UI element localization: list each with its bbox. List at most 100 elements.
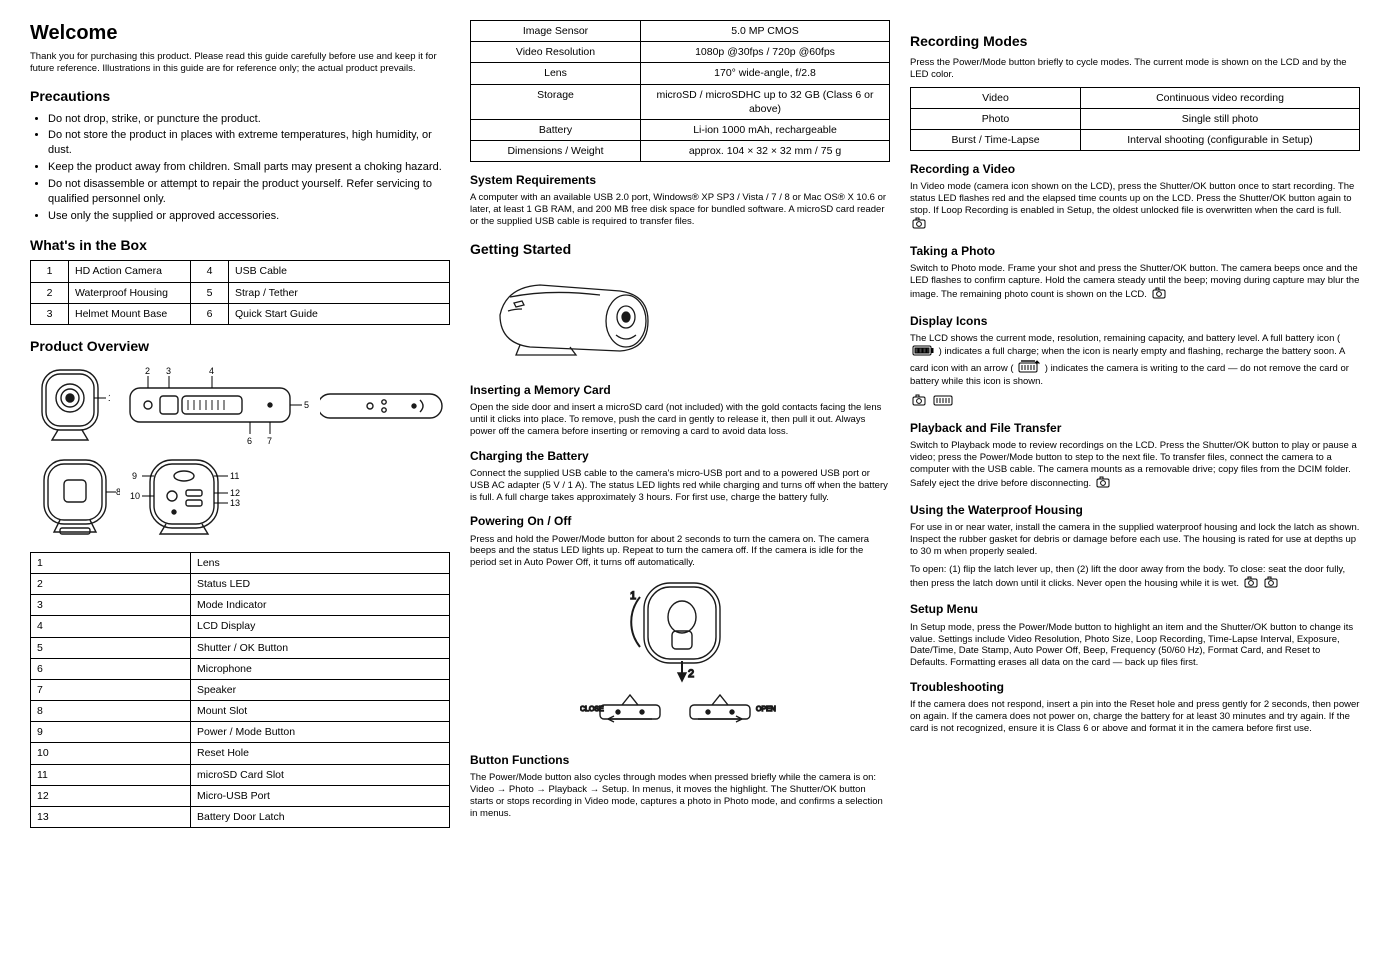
table-row: 4LCD Display <box>31 616 450 637</box>
modes-intro: Press the Power/Mode button briefly to c… <box>910 57 1360 81</box>
table-row: 5Shutter / OK Button <box>31 637 450 658</box>
svg-text:10: 10 <box>130 491 140 501</box>
card-write-icon <box>1018 360 1040 377</box>
button-text: The Power/Mode button also cycles throug… <box>470 772 890 820</box>
camera-icon <box>912 217 926 233</box>
precaution-item: Keep the product away from children. Sma… <box>48 160 450 175</box>
diagram-port-view: 9 10 11 12 13 <box>130 458 250 542</box>
svg-text:6: 6 <box>247 436 252 446</box>
title: Welcome <box>30 20 450 47</box>
table-row: 11microSD Card Slot <box>31 764 450 785</box>
parts-table: 1Lens 2Status LED 3Mode Indicator 4LCD D… <box>30 552 450 828</box>
power-text: Press and hold the Power/Mode button for… <box>470 534 890 570</box>
trouble-heading: Troubleshooting <box>910 679 1360 695</box>
box-contents-table: 1 HD Action Camera 4 USB Cable 2 Waterpr… <box>30 260 450 325</box>
modes-heading: Recording Modes <box>910 32 1360 51</box>
overview-heading: Product Overview <box>30 337 450 356</box>
svg-text:5: 5 <box>304 400 309 410</box>
spec-table: Image Sensor5.0 MP CMOS Video Resolution… <box>470 20 890 162</box>
charging-text: Connect the supplied USB cable to the ca… <box>470 468 890 504</box>
table-row: 10Reset Hole <box>31 743 450 764</box>
icons-text: The LCD shows the current mode, resoluti… <box>910 333 1360 389</box>
photo-text: Switch to Photo mode. Frame your shot an… <box>910 263 1360 303</box>
button-heading: Button Functions <box>470 752 890 768</box>
svg-text:8: 8 <box>116 487 120 497</box>
table-row: 3 Helmet Mount Base 6 Quick Start Guide <box>31 303 450 324</box>
playback-text: Switch to Playback mode to review record… <box>910 440 1360 492</box>
latch-illustration: 1 2 CLOSE <box>470 577 890 742</box>
setup-text: In Setup mode, press the Power/Mode butt… <box>910 622 1360 670</box>
diagram-top-view: 2 3 4 5 6 7 <box>120 364 310 448</box>
table-row: Burst / Time-LapseInterval shooting (con… <box>911 129 1360 150</box>
precaution-item: Do not drop, strike, or puncture the pro… <box>48 112 450 127</box>
table-row: 13Battery Door Latch <box>31 806 450 827</box>
camera-icon <box>912 394 926 410</box>
sys-req-text: A computer with an available USB 2.0 por… <box>470 192 890 228</box>
svg-text:2: 2 <box>688 668 694 680</box>
table-row: 1Lens <box>31 552 450 573</box>
svg-text:1: 1 <box>108 393 110 403</box>
table-row: 12Micro-USB Port <box>31 785 450 806</box>
camera-icon <box>1244 576 1258 592</box>
table-row: 8Mount Slot <box>31 701 450 722</box>
table-row: VideoContinuous video recording <box>911 87 1360 108</box>
diagram-side-view <box>320 364 450 448</box>
getting-started-heading: Getting Started <box>470 240 890 259</box>
product-diagram: 1 2 3 4 <box>30 364 450 542</box>
svg-text:12: 12 <box>230 488 240 498</box>
table-row: 7Speaker <box>31 679 450 700</box>
icons-heading: Display Icons <box>910 313 1360 329</box>
housing-heading: Using the Waterproof Housing <box>910 502 1360 518</box>
table-row: 9Power / Mode Button <box>31 722 450 743</box>
svg-text:OPEN: OPEN <box>756 706 776 713</box>
camera-icon <box>1152 287 1166 303</box>
camera-illustration <box>470 267 890 372</box>
table-row: 3Mode Indicator <box>31 595 450 616</box>
camera-icon <box>1096 476 1110 492</box>
box-heading: What's in the Box <box>30 236 450 255</box>
insert-card-text: Open the side door and insert a microSD … <box>470 402 890 438</box>
trouble-text: If the camera does not respond, insert a… <box>910 699 1360 735</box>
diagram-front-view: 1 <box>30 364 110 448</box>
svg-text:CLOSE: CLOSE <box>580 706 604 713</box>
video-heading: Recording a Video <box>910 161 1360 177</box>
setup-heading: Setup Menu <box>910 601 1360 617</box>
table-row: 6Microphone <box>31 658 450 679</box>
svg-text:11: 11 <box>230 471 239 481</box>
svg-text:4: 4 <box>209 366 214 376</box>
table-row: Lens170° wide-angle, f/2.8 <box>471 63 890 84</box>
table-row: 1 HD Action Camera 4 USB Cable <box>31 261 450 282</box>
precaution-item: Do not store the product in places with … <box>48 128 450 158</box>
power-heading: Powering On / Off <box>470 513 890 529</box>
table-row: Dimensions / Weightapprox. 104 × 32 × 32… <box>471 141 890 162</box>
housing-text-1: For use in or near water, install the ca… <box>910 522 1360 558</box>
icons-text-extra <box>910 394 1360 410</box>
table-row: PhotoSingle still photo <box>911 108 1360 129</box>
charging-heading: Charging the Battery <box>470 448 890 464</box>
svg-text:7: 7 <box>267 436 272 446</box>
housing-text-2: To open: (1) flip the latch lever up, th… <box>910 564 1360 592</box>
table-row: 2 Waterproof Housing 5 Strap / Tether <box>31 282 450 303</box>
intro-text: Thank you for purchasing this product. P… <box>30 51 450 75</box>
precaution-item: Use only the supplied or approved access… <box>48 209 450 224</box>
svg-text:3: 3 <box>166 366 171 376</box>
camera-icon <box>1264 576 1278 592</box>
column-3: Recording Modes Press the Power/Mode but… <box>910 20 1360 741</box>
precaution-item: Do not disassemble or attempt to repair … <box>48 177 450 207</box>
battery-full-icon <box>912 345 934 360</box>
table-row: 2Status LED <box>31 574 450 595</box>
table-row: StoragemicroSD / microSDHC up to 32 GB (… <box>471 84 890 119</box>
table-row: Image Sensor5.0 MP CMOS <box>471 21 890 42</box>
sys-req-heading: System Requirements <box>470 172 890 188</box>
table-row: BatteryLi-ion 1000 mAh, rechargeable <box>471 119 890 140</box>
column-2: Image Sensor5.0 MP CMOS Video Resolution… <box>470 20 890 826</box>
card-icon <box>933 395 955 410</box>
svg-text:13: 13 <box>230 498 240 508</box>
svg-text:1: 1 <box>630 590 636 602</box>
video-text: In Video mode (camera icon shown on the … <box>910 181 1360 233</box>
diagram-rear-view: 8 <box>30 458 120 542</box>
precautions-heading: Precautions <box>30 87 450 106</box>
table-row: Video Resolution1080p @30fps / 720p @60f… <box>471 42 890 63</box>
precautions-list: Do not drop, strike, or puncture the pro… <box>48 112 450 224</box>
column-1: Welcome Thank you for purchasing this pr… <box>30 20 450 836</box>
